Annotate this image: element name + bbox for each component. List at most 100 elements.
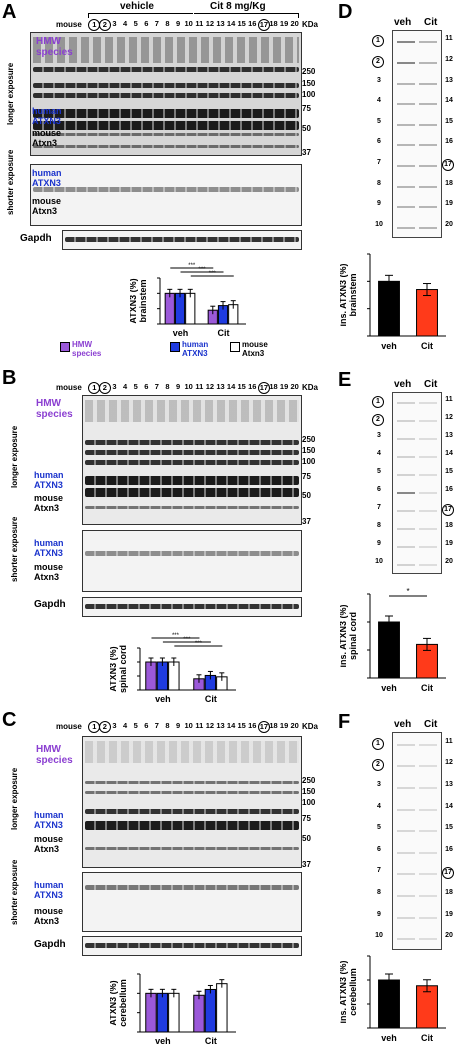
gel-row-number: 20 xyxy=(445,220,453,228)
lane-number: 2 xyxy=(98,721,111,733)
bar xyxy=(168,661,180,691)
bar xyxy=(378,280,400,337)
gel-band xyxy=(397,787,415,789)
significance-stars: *** xyxy=(195,641,203,647)
y-axis-label: ATXN3 (%)cerebellum xyxy=(110,979,128,1027)
gel-row-number: 17 xyxy=(442,158,454,171)
lane-number: 11 xyxy=(195,19,204,28)
gel-row-number: 13 xyxy=(445,432,453,439)
panel-label-b: B xyxy=(2,367,17,389)
gel-band xyxy=(419,546,437,548)
mouse-atxn3-label-b: mouse Atxn3 xyxy=(34,493,64,513)
mw-markers-a: 250 150 100 75 50 37 xyxy=(302,67,316,157)
gel-row-number: 16 xyxy=(445,138,453,146)
gel-band xyxy=(419,438,437,440)
human-label-b: human ATXN3 xyxy=(34,470,64,490)
gel-row-number: 19 xyxy=(445,540,453,547)
lane-number: 10 xyxy=(184,721,193,730)
dot-blot-d xyxy=(392,30,442,238)
lane-number: 11 xyxy=(195,382,204,391)
gel-band xyxy=(397,41,415,44)
gel-row-number: 19 xyxy=(445,910,453,918)
lane-number: 13 xyxy=(216,721,225,730)
lane-number: 19 xyxy=(279,19,289,28)
gel-band xyxy=(419,41,437,44)
gel-band xyxy=(397,873,415,876)
mouse-atxn3-label-a2: mouse Atxn3 xyxy=(32,196,62,216)
bar xyxy=(193,994,205,1033)
gel-row-number: 1 xyxy=(372,35,384,48)
gel-band xyxy=(419,185,437,188)
gel-band xyxy=(419,873,437,876)
chart-ins-spinal-cord: ins. ATXN3 (%)spinal cord veh Cit * xyxy=(340,587,446,693)
veh-label-d: veh xyxy=(394,17,412,28)
gel-row-number: 15 xyxy=(445,468,453,475)
gel-row-number: 5 xyxy=(377,117,381,125)
gel-row-number: 18 xyxy=(445,179,453,187)
blot-gapdh-b xyxy=(82,597,302,617)
gel-row-number: 6 xyxy=(377,486,381,493)
gel-band xyxy=(397,528,415,530)
y-axis-label: ins. ATXN3 (%)brainstem xyxy=(340,263,358,326)
gel-row-number: 20 xyxy=(445,558,453,565)
lane-number: 19 xyxy=(279,382,289,391)
lane-number: 12 xyxy=(205,721,215,730)
bar xyxy=(156,992,169,1033)
veh-label-f: veh xyxy=(394,719,412,730)
gel-row-number: 1 xyxy=(372,396,384,408)
cit-bracket xyxy=(194,13,299,18)
category-label: veh xyxy=(381,341,397,351)
mouse-label-b: mouse xyxy=(56,383,82,392)
gel-row-number: 3 xyxy=(377,781,381,788)
category-label: veh xyxy=(173,328,189,338)
lane-number: 20 xyxy=(290,382,299,391)
gel-band xyxy=(419,743,437,746)
bar xyxy=(416,289,438,337)
gel-row-number: 10 xyxy=(375,558,383,565)
gel-row-number: 13 xyxy=(445,76,453,84)
gel-row-number: 9 xyxy=(377,910,381,918)
lane-number: 5 xyxy=(133,19,138,28)
vehicle-bracket xyxy=(88,13,193,18)
vehicle-group-label: vehicle xyxy=(120,1,154,12)
panel-label-a: A xyxy=(2,1,17,23)
gel-row-number: 3 xyxy=(377,76,381,84)
gel-band xyxy=(397,123,415,126)
lane-number: 2 xyxy=(98,382,111,394)
gel-band xyxy=(397,830,415,833)
bar xyxy=(164,292,175,325)
gel-band xyxy=(419,474,437,476)
human-label-c: human ATXN3 xyxy=(34,810,64,830)
lane-number: 8 xyxy=(165,382,170,391)
significance-stars: *** xyxy=(199,267,207,273)
gel-row-number: 9 xyxy=(377,200,381,208)
category-label: Cit xyxy=(421,683,433,693)
longer-exposure-label-b: longer exposure xyxy=(10,425,19,488)
category-label: veh xyxy=(381,683,397,693)
lane-number: 3 xyxy=(112,19,117,28)
gel-band xyxy=(419,528,437,530)
gel-band xyxy=(397,82,415,85)
gel-row-number: 11 xyxy=(445,35,453,43)
gel-row-number: 10 xyxy=(375,932,383,940)
lane-number: 16 xyxy=(248,721,257,730)
panel-label-e: E xyxy=(338,369,352,391)
lane-number: 18 xyxy=(269,19,278,28)
bar xyxy=(145,992,157,1033)
gel-band xyxy=(419,808,437,811)
mouse-atxn3-label-c: mouse Atxn3 xyxy=(34,834,64,854)
gel-band xyxy=(419,510,437,512)
gel-row-number: 16 xyxy=(445,845,453,853)
gapdh-label-a: Gapdh xyxy=(20,233,52,244)
bar xyxy=(378,621,400,679)
gel-row-number: 19 xyxy=(445,200,453,208)
significance-stars: * xyxy=(406,587,409,596)
lane-number: 17 xyxy=(257,721,270,733)
lane-number: 12 xyxy=(205,19,215,28)
cit-group-label: Cit 8 mg/Kg xyxy=(210,1,266,12)
gel-band xyxy=(419,103,437,106)
gel-row-number: 14 xyxy=(445,450,453,457)
gel-row-number: 5 xyxy=(377,468,381,475)
gel-band xyxy=(397,851,415,854)
lane-number: 13 xyxy=(216,382,225,391)
